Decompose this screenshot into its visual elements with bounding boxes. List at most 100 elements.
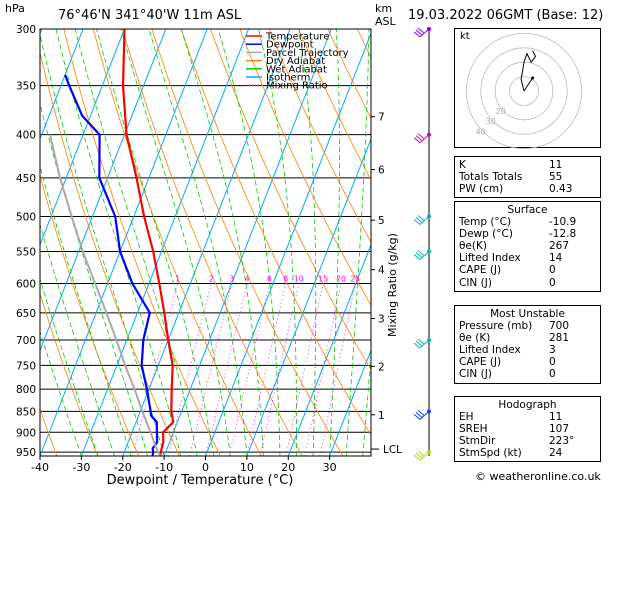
row-label: SREH — [459, 423, 488, 435]
dry-adiabat-line — [240, 29, 466, 456]
pressure-tick-label: 700 — [16, 335, 36, 347]
hodograph-ring-label: 20 — [496, 107, 506, 116]
mu-row: CIN (J)0 — [455, 368, 600, 380]
mixing-ratio-line — [320, 284, 355, 457]
mixing-ratio-line — [247, 284, 286, 457]
copyright-label[interactable]: © weatheronline.co.uk — [475, 470, 601, 483]
pressure-tick-label: 800 — [16, 384, 36, 396]
index-value: 0.43 — [549, 183, 572, 195]
mixing-ratio-axis-label: Mixing Ratio (g/kg) — [386, 233, 399, 337]
height-tick-label: 4 — [378, 265, 385, 277]
dry-adiabat-line — [123, 29, 303, 456]
mixing-ratio-label: 25 — [351, 275, 361, 284]
plot-frame — [40, 29, 371, 456]
wind-barb — [414, 216, 429, 225]
pressure-tick-label: 900 — [16, 427, 36, 439]
row-value: -10.9 — [549, 216, 576, 228]
hodo-row: EH 11 — [455, 411, 600, 423]
row-label: StmDir — [459, 435, 495, 447]
index-label: Totals Totals — [459, 171, 522, 183]
row-label: CIN (J) — [459, 277, 492, 289]
row-value: 281 — [549, 332, 569, 344]
pressure-tick-label: 350 — [16, 81, 36, 93]
surface-row: CAPE (J) 0 — [455, 264, 600, 276]
row-value: 0 — [549, 368, 556, 380]
index-row-k: K 11 — [455, 159, 600, 171]
pressure-tick-label: 550 — [16, 247, 36, 259]
index-value: 55 — [549, 171, 562, 183]
wind-barb — [414, 410, 429, 419]
storm-motion-point — [531, 77, 534, 80]
isotherm-line — [81, 29, 248, 456]
row-value: 267 — [549, 240, 569, 252]
pressure-tick-label: 300 — [16, 24, 36, 36]
wet-adiabat-line — [330, 29, 340, 456]
row-label: Pressure (mb) — [459, 320, 532, 332]
mixing-ratio-label: 1 — [175, 275, 180, 284]
wind-barb — [414, 251, 429, 260]
mixing-ratio-label: 20 — [336, 275, 346, 284]
isotherm-line — [0, 29, 83, 456]
hodograph-stats-title: Hodograph — [455, 399, 600, 411]
wet-adiabat-line — [121, 29, 230, 456]
x-tick-label: -40 — [31, 461, 49, 474]
wet-adiabat-line — [218, 29, 280, 456]
wet-adiabat-line — [0, 29, 98, 456]
mixing-ratio-label: 6 — [267, 275, 272, 284]
row-value: 0 — [549, 356, 556, 368]
dry-adiabat-line — [0, 29, 16, 456]
mixing-ratio-label: 8 — [283, 275, 288, 284]
index-label: K — [459, 159, 466, 171]
pressure-tick-label: 750 — [16, 360, 36, 372]
hodograph-ring-label: 40 — [476, 127, 486, 136]
row-value: 0 — [549, 264, 556, 276]
index-value: 11 — [549, 159, 562, 171]
wind-barb — [414, 28, 429, 37]
row-label: θe (K) — [459, 332, 490, 344]
row-label: Lifted Index — [459, 344, 521, 356]
wind-barbs — [414, 27, 431, 460]
mixing-ratio-label: 4 — [245, 275, 250, 284]
surface-box: Surface Temp (°C)-10.9 Dewp (°C)-12.8 θe… — [454, 201, 601, 292]
row-value: 24 — [549, 447, 562, 459]
mu-row: Pressure (mb) 700 — [455, 320, 600, 332]
x-axis-title: Dewpoint / Temperature (°C) — [107, 473, 294, 486]
row-value: 107 — [549, 423, 569, 435]
hodograph-ring-label: 30 — [486, 117, 496, 126]
wind-barb — [414, 339, 429, 348]
row-label: Dewp (°C) — [459, 228, 513, 240]
isotherm-line — [288, 29, 455, 456]
row-value: 14 — [549, 252, 562, 264]
pressure-tick-label: 450 — [16, 173, 36, 185]
row-value: 223° — [549, 435, 574, 447]
height-tick-label: 7 — [378, 112, 385, 124]
index-row-totals: Totals Totals 55 — [455, 171, 600, 183]
row-label: θe(K) — [459, 240, 487, 252]
wind-barb — [414, 134, 429, 143]
legend-label: Mixing Ratio — [266, 81, 328, 92]
indices-box: K 11 Totals Totals 55 PW (cm) 0.43 — [454, 156, 601, 198]
mu-row: CAPE (J) 0 — [455, 356, 600, 368]
wind-barb — [414, 451, 429, 460]
row-label: StmSpd (kt) — [459, 447, 522, 459]
mixing-ratio-label: 3 — [230, 275, 235, 284]
lcl-label: LCL — [383, 444, 402, 456]
wet-adiabat-line — [346, 29, 369, 456]
row-value: -12.8 — [549, 228, 576, 240]
row-label: CAPE (J) — [459, 264, 501, 276]
wet-adiabat-line — [181, 29, 263, 456]
height-tick-label: 6 — [378, 165, 385, 177]
mixing-ratio-line — [190, 284, 232, 457]
row-value: 700 — [549, 320, 569, 332]
row-label: EH — [459, 411, 474, 423]
pressure-tick-label: 650 — [16, 308, 36, 320]
row-label: CAPE (J) — [459, 356, 501, 368]
surface-row: CIN (J)0 — [455, 277, 600, 289]
row-value: 11 — [549, 411, 562, 423]
row-label: Temp (°C) — [459, 216, 511, 228]
hodograph-unit-label: kt — [460, 31, 470, 42]
pressure-tick-label: 400 — [16, 130, 36, 142]
